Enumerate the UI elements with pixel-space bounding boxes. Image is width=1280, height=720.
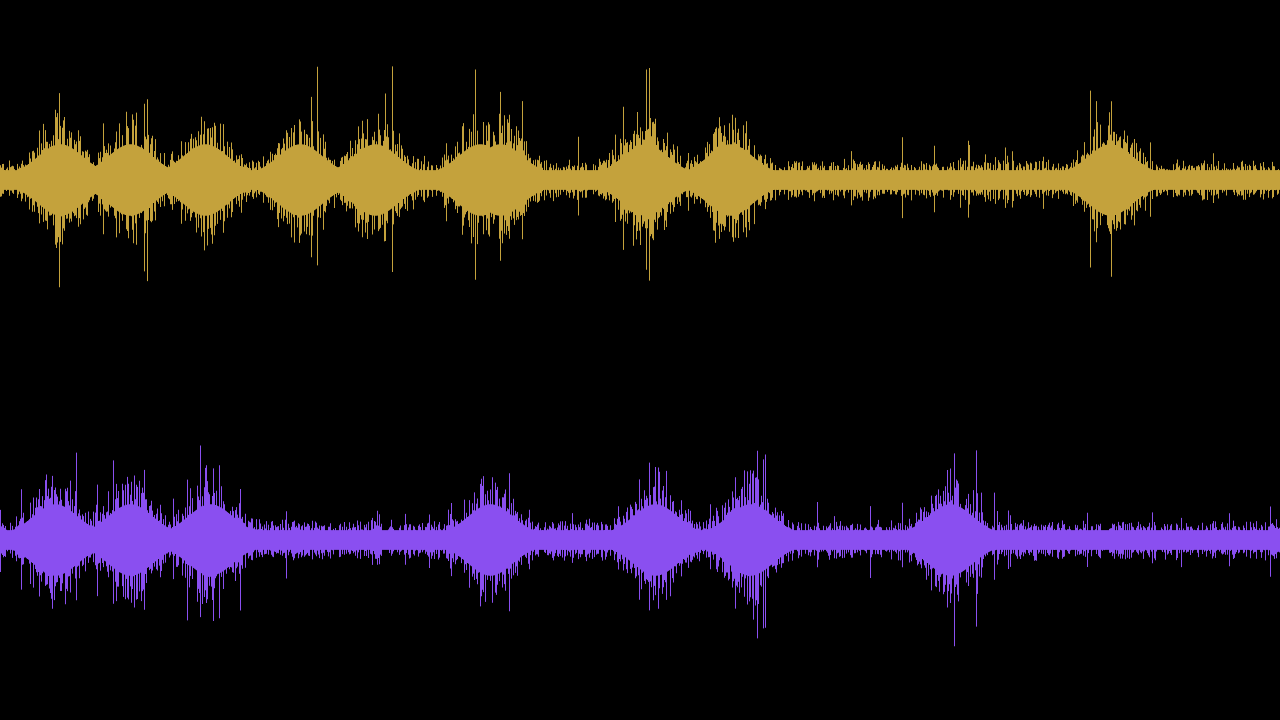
waveform-trace <box>0 445 1280 647</box>
waveform-channel-2 <box>0 445 1280 647</box>
waveform-trace <box>0 66 1280 288</box>
waveform-channel-1 <box>0 66 1280 288</box>
